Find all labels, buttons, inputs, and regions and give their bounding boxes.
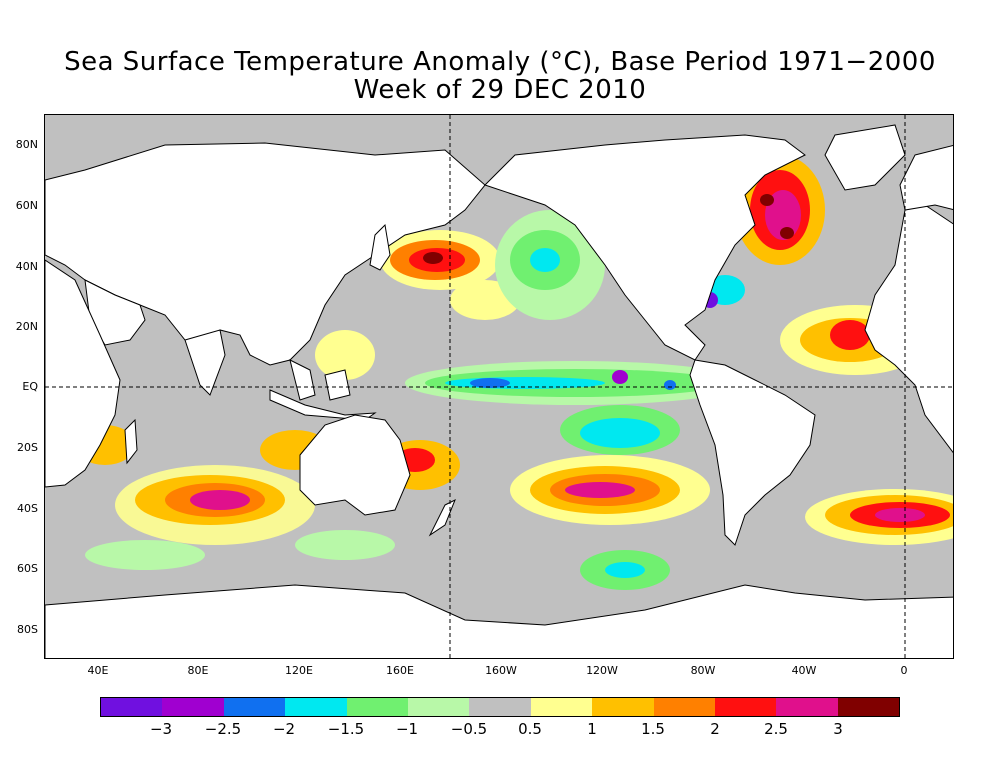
colorbar-label: 3 bbox=[833, 720, 843, 738]
colorbar-label: 2.5 bbox=[764, 720, 788, 738]
lon-label: 120W bbox=[586, 664, 618, 677]
lat-label: 80N bbox=[15, 138, 38, 151]
colorbar-swatch bbox=[285, 698, 347, 716]
colorbar-swatch bbox=[592, 698, 654, 716]
colorbar-swatch bbox=[530, 698, 593, 716]
colorbar-swatch bbox=[714, 698, 777, 716]
chart-subtitle: Week of 29 DEC 2010 bbox=[353, 75, 647, 105]
lon-label: 160W bbox=[485, 664, 517, 677]
anomaly-patches bbox=[75, 155, 953, 590]
africa-west bbox=[864, 204, 953, 454]
reference-lines bbox=[45, 115, 953, 658]
colorbar-swatch bbox=[837, 698, 900, 716]
lon-label: 80E bbox=[187, 664, 209, 677]
colorbar-swatch bbox=[162, 698, 224, 716]
africa-east bbox=[45, 259, 121, 488]
land bbox=[45, 124, 953, 658]
colorbar-label: 1 bbox=[587, 720, 597, 738]
chart-title: Sea Surface Temperature Anomaly (°C), Ba… bbox=[64, 47, 936, 77]
lat-label: 40S bbox=[17, 502, 38, 515]
australia bbox=[299, 414, 411, 516]
colorbar-swatch bbox=[469, 698, 531, 716]
lat-label: 60N bbox=[15, 199, 38, 212]
lon-label: 120E bbox=[285, 664, 313, 677]
lat-label: 60S bbox=[17, 562, 38, 575]
lat-label: 20N bbox=[15, 320, 38, 333]
colorbar-swatch bbox=[653, 698, 715, 716]
sst-anomaly-map bbox=[44, 114, 954, 659]
colorbar-label: −3 bbox=[149, 720, 173, 738]
lon-label: 160E bbox=[386, 664, 414, 677]
lon-label: 40E bbox=[87, 664, 109, 677]
lon-label: 80W bbox=[690, 664, 716, 677]
colorbar-label: −2 bbox=[272, 720, 296, 738]
lat-label: 40N bbox=[15, 260, 38, 273]
colorbar-swatch bbox=[776, 698, 838, 716]
colorbar-label: 0.5 bbox=[518, 720, 542, 738]
colorbar-label: 2 bbox=[710, 720, 720, 738]
colorbar-swatch bbox=[407, 698, 470, 716]
colorbar-label: −0.5 bbox=[450, 720, 488, 738]
colorbar-swatch bbox=[346, 698, 408, 716]
colorbar-swatch bbox=[101, 698, 163, 716]
colorbar-label: 1.5 bbox=[641, 720, 665, 738]
lon-label: 0 bbox=[900, 664, 908, 677]
colorbar bbox=[100, 697, 900, 717]
lat-label: 80S bbox=[17, 623, 38, 636]
lat-label: EQ bbox=[22, 380, 38, 393]
south-america bbox=[689, 359, 816, 546]
antarctica bbox=[45, 584, 953, 658]
colorbar-label: −1.5 bbox=[327, 720, 365, 738]
north-america bbox=[484, 134, 806, 361]
colorbar-swatch bbox=[223, 698, 286, 716]
lon-label: 40W bbox=[791, 664, 817, 677]
lat-label: 20S bbox=[17, 441, 38, 454]
colorbar-label: −2.5 bbox=[204, 720, 242, 738]
colorbar-label: −1 bbox=[395, 720, 419, 738]
